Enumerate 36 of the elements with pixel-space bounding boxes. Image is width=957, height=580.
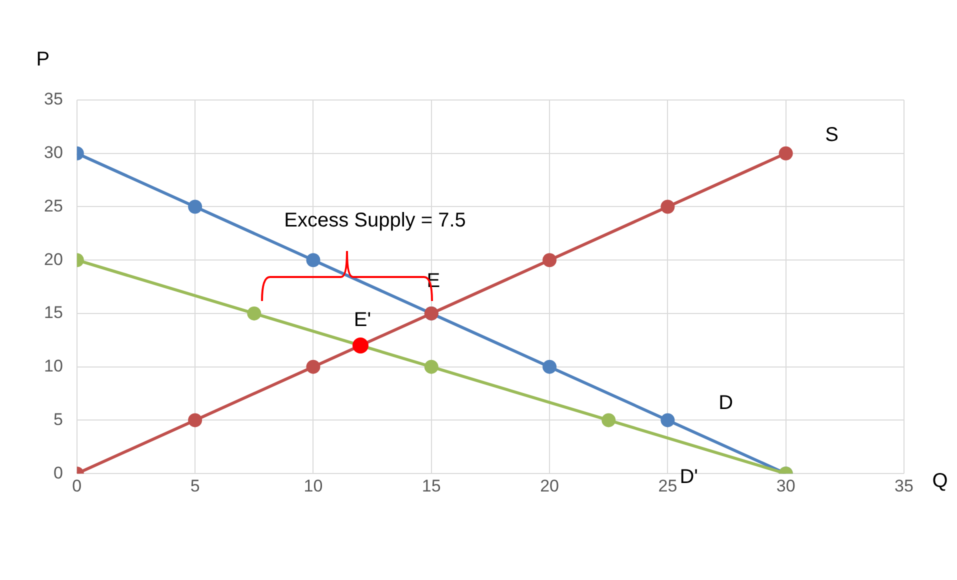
point bbox=[306, 360, 320, 374]
y-tick-label: 0 bbox=[53, 463, 63, 482]
x-tick-label: 30 bbox=[776, 476, 796, 496]
point bbox=[247, 306, 262, 320]
series-label: D' bbox=[680, 466, 698, 488]
y-tick-label: 35 bbox=[44, 90, 63, 109]
y-tick-label: 15 bbox=[44, 303, 63, 322]
point bbox=[188, 413, 202, 428]
y-tick-label: 5 bbox=[53, 410, 63, 429]
point bbox=[602, 413, 616, 428]
point bbox=[424, 360, 438, 374]
point bbox=[660, 200, 675, 214]
series-label: D bbox=[718, 392, 734, 414]
y-tick-label: 25 bbox=[44, 196, 63, 216]
point bbox=[306, 253, 320, 268]
point bbox=[542, 360, 557, 374]
point bbox=[352, 338, 368, 354]
y-tick-label: 10 bbox=[44, 356, 63, 376]
y-axis-title: P bbox=[36, 48, 50, 71]
annotation: Excess Supply = 7.5 bbox=[284, 210, 466, 232]
point bbox=[542, 253, 557, 268]
x-tick-label: 20 bbox=[540, 476, 559, 496]
point bbox=[188, 200, 202, 214]
y-tick-label: 20 bbox=[44, 250, 63, 269]
y-tick-label: 30 bbox=[44, 143, 63, 162]
x-axis-title: Q bbox=[932, 470, 948, 492]
x-tick-label: 10 bbox=[304, 476, 323, 496]
x-tick-label: 35 bbox=[894, 476, 914, 496]
x-tick-label: 15 bbox=[422, 476, 441, 496]
point bbox=[778, 146, 793, 160]
annotation: E' bbox=[354, 309, 372, 332]
point bbox=[660, 413, 675, 428]
x-tick-label: 5 bbox=[190, 476, 200, 496]
series-label: S bbox=[825, 124, 839, 146]
x-tick-label: 25 bbox=[658, 476, 678, 496]
x-tick-label: 0 bbox=[72, 476, 82, 496]
